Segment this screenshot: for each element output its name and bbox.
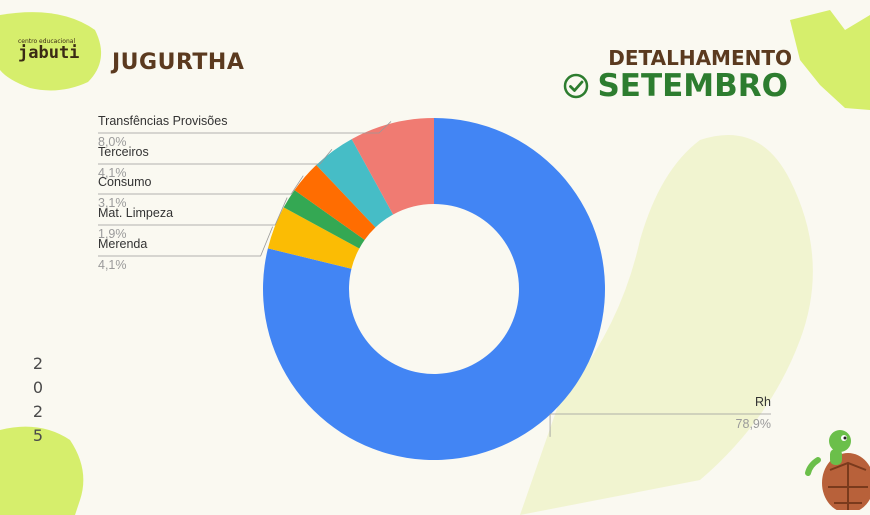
month-text: SETEMBRO [597,68,788,104]
value-transfencias-provisoes: 8,0% [98,135,127,149]
logo-name: jabuti [18,43,80,63]
year-digit: 2 [32,354,44,373]
label-transfencias-provisoes: Transfências Provisões [98,114,227,128]
leader-line [98,149,333,165]
jabuti-logo: centro educacional jabuti [18,38,88,63]
top-left-blob [0,12,102,91]
leader-line [98,197,288,226]
value-terceiros: 4,1% [98,166,127,180]
slice-mat-limpeza [283,190,365,249]
turtle-mascot-icon [805,430,870,510]
label-rh: Rh [755,395,771,409]
check-circle-icon [564,73,589,99]
top-right-leaf [790,10,870,110]
slice-merenda [267,207,360,269]
slice-terceiros [316,139,394,228]
bottom-left-blob [0,426,84,515]
school-name: JUGURTHA [112,50,245,75]
label-merenda: Merenda [98,237,147,251]
slice-consumo [294,164,376,240]
value-merenda: 4,1% [98,258,127,272]
leader-line [98,226,274,257]
value-rh: 78,9% [736,417,771,431]
month-heading: SETEMBRO [563,68,788,104]
leader-line [549,413,771,437]
slice-rh [263,118,605,460]
year-digit: 5 [32,426,44,445]
logo-tagline: centro educacional [18,38,76,45]
value-mat-limpeza: 1,9% [98,227,127,241]
label-consumo: Consumo [98,175,152,189]
label-terceiros: Terceiros [98,145,149,159]
watermark-shape [520,135,813,515]
value-consumo: 3,1% [98,196,127,210]
leader-line [98,121,392,134]
slice-transfencias-provisoes [351,118,434,215]
label-mat-limpeza: Mat. Limpeza [98,206,173,220]
leader-line [98,175,304,195]
year-vertical: 2 0 2 5 [28,352,48,448]
detail-heading: DETALHAMENTO [608,46,792,70]
year-digit: 0 [32,378,44,397]
year-digit: 2 [32,402,44,421]
